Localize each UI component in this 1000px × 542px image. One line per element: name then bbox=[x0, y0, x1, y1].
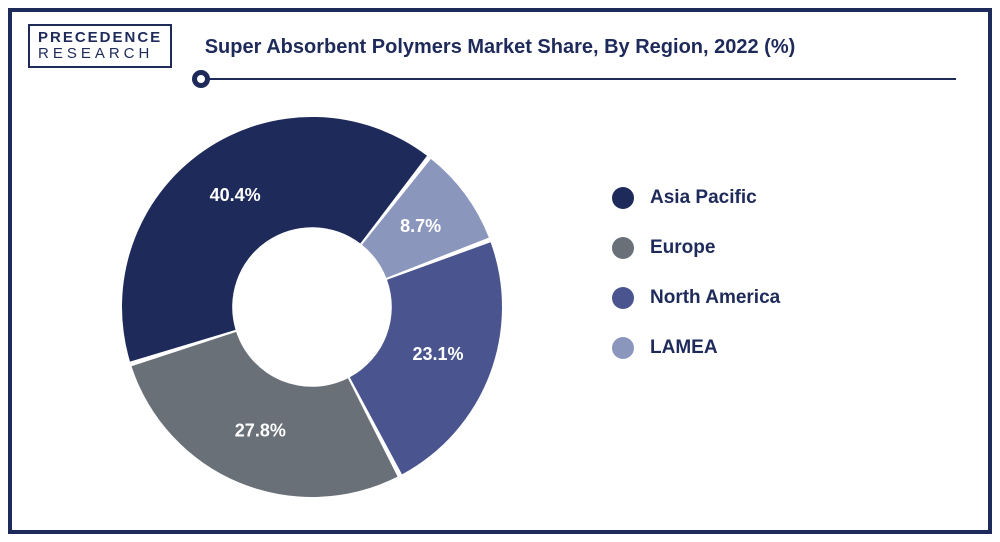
donut-slice-label: 27.8% bbox=[235, 420, 286, 440]
legend-swatch-icon bbox=[612, 187, 634, 209]
donut-slice-label: 8.7% bbox=[400, 216, 441, 236]
donut-chart: 8.7% 23.1% 27.8% 40.4% bbox=[112, 107, 512, 507]
legend-label: North America bbox=[650, 287, 780, 309]
legend-label: Europe bbox=[650, 237, 715, 259]
legend-item: LAMEA bbox=[612, 337, 780, 359]
legend-swatch-icon bbox=[612, 337, 634, 359]
legend: Asia Pacific Europe North America LAMEA bbox=[612, 187, 780, 359]
legend-swatch-icon bbox=[612, 237, 634, 259]
legend-item: Asia Pacific bbox=[612, 187, 780, 209]
legend-label: Asia Pacific bbox=[650, 187, 757, 209]
legend-item: Europe bbox=[612, 237, 780, 259]
chart-frame: PRECEDENCE RESEARCH Super Absorbent Poly… bbox=[8, 8, 992, 534]
donut-slice-label: 23.1% bbox=[413, 344, 464, 364]
legend-swatch-icon bbox=[612, 287, 634, 309]
legend-item: North America bbox=[612, 287, 780, 309]
legend-label: LAMEA bbox=[650, 337, 718, 359]
title-divider-line bbox=[202, 78, 956, 80]
donut-slice-label: 40.4% bbox=[210, 185, 261, 205]
donut-svg: 8.7% 23.1% 27.8% 40.4% bbox=[112, 107, 512, 507]
chart-title: Super Absorbent Polymers Market Share, B… bbox=[12, 36, 988, 59]
donut-slice bbox=[131, 332, 397, 497]
title-divider-dot-icon bbox=[192, 70, 210, 88]
